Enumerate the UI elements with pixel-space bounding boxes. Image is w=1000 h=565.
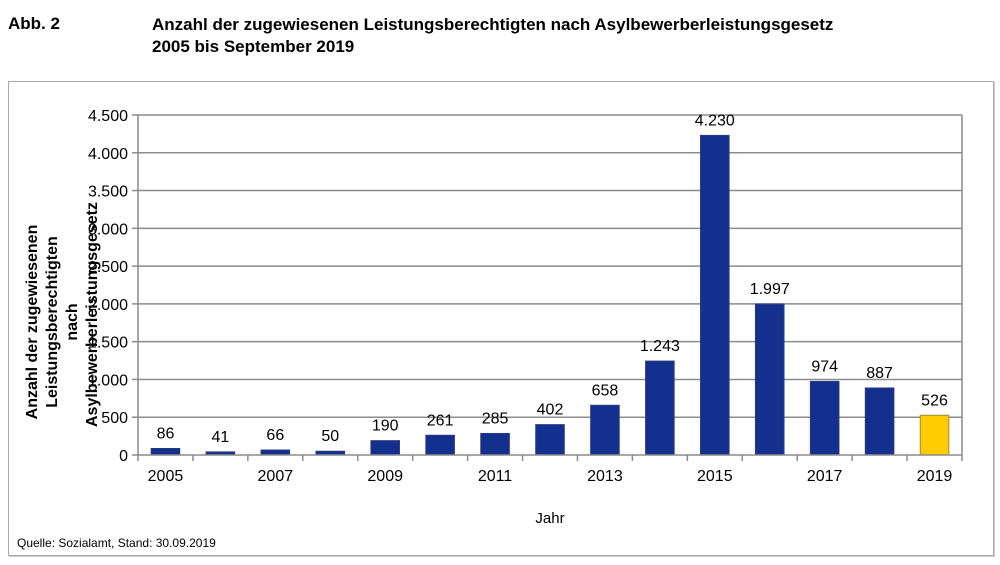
labels: 0 500 1.000 1.500 2.000 2.500 3.000 3.500 4.000 4… [88, 108, 952, 485]
y-tick-label: 1.500 [88, 335, 128, 352]
value-label-2008: 50 [321, 428, 339, 445]
bar-2015 [700, 134, 730, 456]
x-tick-label-2013: 2013 [587, 468, 623, 485]
y-tick-label: 3.000 [88, 221, 128, 238]
x-axis-label: Jahr [535, 510, 564, 527]
y-tick-label: 2.000 [88, 297, 128, 314]
figure-title-line2: 2005 bis September 2019 [152, 37, 355, 56]
value-label-2005: 86 [157, 426, 175, 443]
bar-2011 [480, 432, 510, 456]
y-tick-label: 2.500 [88, 259, 128, 276]
x-tick-label-2011: 2011 [478, 468, 513, 485]
value-label-2013: 658 [592, 382, 619, 399]
bar-2013 [590, 404, 620, 456]
source-note: Quelle: Sozialamt, Stand: 30.09.2019 [17, 536, 216, 550]
x-tick-label-2017: 2017 [807, 468, 843, 485]
bar-2005 [150, 448, 181, 456]
y-tick-label: 4.000 [88, 146, 128, 163]
x-tick-label-2015: 2015 [697, 468, 733, 485]
x-tick-label-2009: 2009 [367, 468, 403, 485]
value-label-2016: 1.997 [750, 281, 790, 298]
value-label-2017: 974 [811, 358, 838, 375]
bar-2017 [809, 380, 840, 456]
bar-2016 [754, 303, 785, 456]
y-tick-label: 3.500 [88, 184, 128, 201]
bar-2018 [864, 387, 895, 456]
y-tick-label: 0 [119, 448, 128, 465]
value-label-2012: 402 [537, 402, 564, 419]
value-label-2007: 66 [266, 427, 284, 444]
value-label-2011: 285 [482, 410, 509, 427]
figure-label: Abb. 2 [8, 14, 60, 33]
y-tick-label: 1.000 [88, 372, 128, 389]
chart-frame [8, 81, 994, 556]
x-tick-label-2005: 2005 [148, 468, 184, 485]
figure-title: Anzahl der zugewiesenen Leistungsberecht… [152, 14, 833, 58]
value-label-2006: 41 [212, 429, 230, 446]
bar-2010 [425, 434, 455, 456]
value-label-2009: 190 [372, 418, 399, 435]
gridlines [138, 114, 963, 455]
bar-2009 [370, 440, 400, 456]
value-label-2010: 261 [427, 412, 454, 429]
figure-title-line1: Anzahl der zugewiesenen Leistungsberecht… [152, 15, 834, 34]
value-label-2018: 887 [866, 365, 893, 382]
value-label-2014: 1.243 [640, 338, 680, 355]
bar-2019 [919, 414, 950, 456]
axes [132, 114, 963, 461]
bar-2014 [645, 360, 675, 456]
y-tick-label: 4.500 [88, 108, 128, 125]
value-label-2019: 526 [921, 392, 948, 409]
value-label-2015: 4.230 [695, 112, 735, 129]
y-tick-label: 500 [101, 410, 128, 427]
x-tick-label-2019: 2019 [917, 468, 953, 485]
bar-2012 [535, 424, 565, 456]
x-tick-label-2007: 2007 [258, 468, 294, 485]
